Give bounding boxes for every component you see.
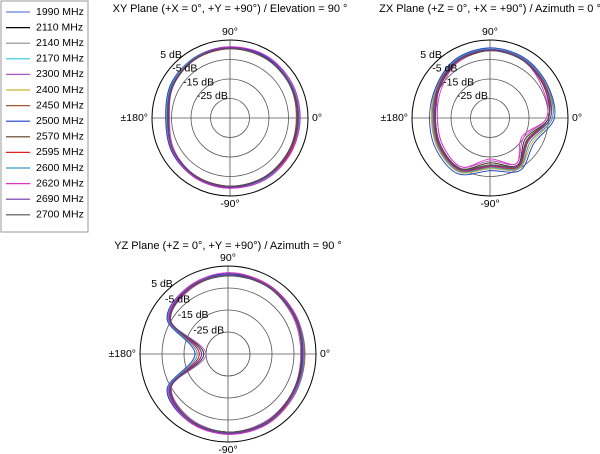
chart-title: ZX Plane (+Z = 0°, +X = +90°) / Azimuth …: [379, 3, 600, 15]
grid-ring: [183, 309, 273, 399]
grid-ring: [161, 287, 295, 421]
grid-ring: [171, 59, 289, 177]
grid-ring: [450, 78, 530, 158]
pattern-trace: [429, 47, 556, 176]
legend-label: 2600 MHz: [36, 162, 84, 174]
legend-label: 2450 MHz: [36, 99, 84, 111]
legend-label: 1990 MHz: [36, 6, 84, 18]
pattern-trace: [431, 48, 554, 173]
pattern-trace: [167, 48, 298, 187]
grid-ring: [190, 78, 270, 158]
angle-tick-label: -90°: [220, 198, 239, 210]
angle-tick-label: 0°: [312, 112, 322, 124]
radial-tick-label: -5 dB: [165, 293, 190, 305]
legend-box: [0, 0, 89, 233]
angle-tick-label: -90°: [218, 444, 237, 454]
legend-label: 2140 MHz: [36, 37, 84, 49]
legend-label: 2500 MHz: [36, 115, 84, 127]
legend-label: 2690 MHz: [36, 193, 84, 205]
angle-tick-label: 90°: [482, 26, 498, 38]
polar-chart: XY Plane (+X = 0°, +Y = +90°) / Elevatio…: [113, 3, 348, 210]
legend-label: 2110 MHz: [36, 21, 83, 33]
legend-label: 2400 MHz: [36, 84, 84, 96]
angle-tick-label: ±180°: [121, 112, 148, 124]
angle-tick-label: -90°: [480, 198, 499, 210]
grid-ring: [139, 265, 317, 443]
radial-tick-label: -15 dB: [178, 309, 209, 321]
radial-tick-label: -5 dB: [172, 63, 197, 75]
pattern-trace: [169, 274, 304, 434]
radial-tick-label: 5 dB: [160, 49, 182, 61]
legend-label: 2170 MHz: [36, 53, 84, 65]
radial-tick-label: -15 dB: [443, 76, 474, 88]
legend-label: 2700 MHz: [36, 209, 84, 221]
angle-tick-label: ±180°: [381, 112, 408, 124]
radial-tick-label: -25 dB: [197, 90, 228, 102]
angle-tick-label: ±180°: [109, 348, 136, 360]
grid-ring: [210, 98, 250, 138]
pattern-trace: [433, 49, 552, 171]
grid-ring: [470, 98, 510, 138]
angle-tick-label: 90°: [220, 252, 236, 264]
radial-tick-label: 5 dB: [420, 49, 442, 61]
chart-title: YZ Plane (+Z = 0°, +Y = +90°) / Azimuth …: [114, 240, 342, 252]
legend-label: 2620 MHz: [36, 177, 84, 189]
chart-title: XY Plane (+X = 0°, +Y = +90°) / Elevatio…: [113, 3, 348, 15]
grid-ring: [151, 39, 309, 197]
legend-label: 2570 MHz: [36, 131, 84, 143]
polar-chart: YZ Plane (+Z = 0°, +Y = +90°) / Azimuth …: [109, 240, 342, 454]
legend-label: 2595 MHz: [36, 146, 84, 158]
pattern-trace: [168, 47, 299, 188]
grid-ring: [411, 39, 569, 197]
radial-tick-label: -5 dB: [432, 63, 457, 75]
polar-chart: ZX Plane (+Z = 0°, +X = +90°) / Azimuth …: [379, 3, 600, 210]
radial-tick-label: -25 dB: [457, 90, 488, 102]
radial-tick-label: 5 dB: [151, 278, 173, 290]
pattern-trace: [434, 50, 551, 170]
legend-label: 2300 MHz: [36, 68, 84, 80]
angle-tick-label: 90°: [222, 26, 238, 38]
pattern-trace: [170, 275, 303, 433]
radial-tick-label: -25 dB: [193, 324, 224, 336]
radial-tick-label: -15 dB: [183, 76, 214, 88]
angle-tick-label: 0°: [320, 348, 330, 360]
angle-tick-label: 0°: [572, 112, 582, 124]
